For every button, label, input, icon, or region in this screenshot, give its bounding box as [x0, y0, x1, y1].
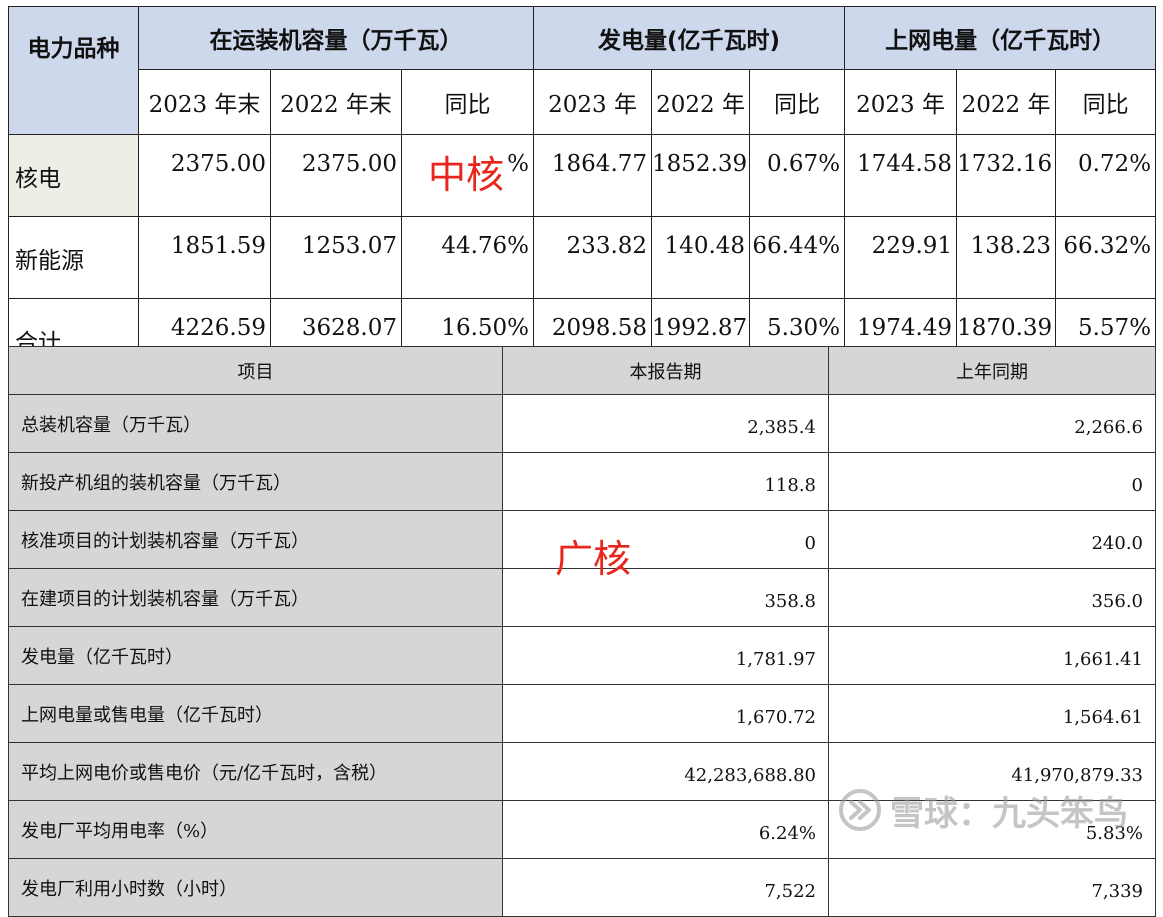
row-label: 发电量（亿千瓦时） — [8, 626, 503, 685]
table-row: 核电 2375.00 2375.00 % 1864.77 1852.39 0.6… — [8, 134, 1157, 217]
current-value: 7,522 — [502, 858, 829, 917]
subheader: 2022 年 — [956, 69, 1057, 135]
row-label: 新能源 — [8, 216, 139, 299]
table-row: 在建项目的计划装机容量（万千瓦） 358.8 356.0 — [8, 568, 1156, 627]
prior-value: 356.0 — [828, 568, 1156, 627]
cell: 1744.58 — [844, 134, 958, 217]
annotation-cnnp: 中核 — [428, 153, 505, 197]
cell: 229.91 — [844, 216, 958, 299]
subheader: 同比 — [749, 69, 846, 135]
table-row: 新投产机组的装机容量（万千瓦） 118.8 0 — [8, 452, 1156, 511]
cell: 138.23 — [956, 216, 1057, 299]
cell: 1732.16 — [956, 134, 1057, 217]
cell: 1852.39 — [651, 134, 751, 217]
watermark-text: 雪球：九头笨鸟 — [890, 793, 1128, 834]
annotation-cgn: 广核 — [555, 537, 632, 581]
cell: 0.67% — [749, 134, 846, 217]
cell: 233.82 — [533, 216, 653, 299]
cell: 1253.07 — [270, 216, 402, 299]
prior-value: 240.0 — [828, 510, 1156, 569]
row-label: 发电厂利用小时数（小时） — [8, 858, 503, 917]
subheader: 2023 年末 — [138, 69, 271, 135]
cell: 2375.00 — [270, 134, 402, 217]
watermark: 雪球：九头笨鸟 — [838, 786, 1128, 834]
table-row: 新能源 1851.59 1253.07 44.76% 233.82 140.48… — [8, 216, 1157, 299]
prior-value: 41,970,879.33 — [828, 742, 1156, 801]
row-label: 新投产机组的装机容量（万千瓦） — [8, 452, 503, 511]
row-label: 总装机容量（万千瓦） — [8, 394, 503, 453]
cell: 1851.59 — [138, 216, 271, 299]
cell: 66.44% — [749, 216, 846, 299]
cell: % — [400, 134, 535, 217]
column-header-current: 本报告期 — [502, 346, 829, 395]
table-row: 发电量（亿千瓦时） 1,781.97 1,661.41 — [8, 626, 1156, 685]
group-header-generation: 发电量(亿千瓦时) — [533, 6, 846, 70]
cell: 66.32% — [1055, 216, 1157, 299]
current-value: 1,670.72 — [502, 684, 829, 743]
snowball-logo-icon — [839, 789, 881, 831]
current-value: 2,385.4 — [502, 394, 829, 453]
current-value: 6.24% — [502, 800, 829, 859]
table-row: 核准项目的计划装机容量（万千瓦） 0 240.0 — [8, 510, 1156, 569]
subheader: 2023 年 — [533, 69, 653, 135]
cell: 44.76% — [400, 216, 535, 299]
cell: 140.48 — [651, 216, 751, 299]
column-header-item: 项目 — [8, 346, 503, 395]
group-header-grid: 上网电量（亿千瓦时） — [844, 6, 1157, 70]
power-type-table: 电力品种 在运装机容量（万千瓦） 发电量(亿千瓦时) 上网电量（亿千瓦时） 20… — [8, 6, 1157, 381]
table-row: 上网电量或售电量（亿千瓦时） 1,670.72 1,564.61 — [8, 684, 1156, 743]
cell: 0.72% — [1055, 134, 1157, 217]
current-value: 0 — [502, 510, 829, 569]
cell: 2375.00 — [138, 134, 271, 217]
row-label: 在建项目的计划装机容量（万千瓦） — [8, 568, 503, 627]
current-value: 1,781.97 — [502, 626, 829, 685]
subheader: 2023 年 — [844, 69, 958, 135]
corner-header: 电力品种 — [8, 6, 139, 135]
table-row: 发电厂利用小时数（小时） 7,522 7,339 — [8, 858, 1156, 917]
row-label: 核准项目的计划装机容量（万千瓦） — [8, 510, 503, 569]
current-value: 42,283,688.80 — [502, 742, 829, 801]
row-label: 上网电量或售电量（亿千瓦时） — [8, 684, 503, 743]
subheader: 2022 年末 — [270, 69, 402, 135]
table-row: 总装机容量（万千瓦） 2,385.4 2,266.6 — [8, 394, 1156, 453]
subheader: 同比 — [1055, 69, 1157, 135]
row-label: 平均上网电价或售电价（元/亿千瓦时，含税） — [8, 742, 503, 801]
cell: 1864.77 — [533, 134, 653, 217]
row-label: 核电 — [8, 134, 139, 217]
subheader: 2022 年 — [651, 69, 751, 135]
row-label: 发电厂平均用电率（%） — [8, 800, 503, 859]
prior-value: 7,339 — [828, 858, 1156, 917]
current-value: 358.8 — [502, 568, 829, 627]
subheader: 同比 — [400, 69, 535, 135]
current-value: 118.8 — [502, 452, 829, 511]
group-header-capacity: 在运装机容量（万千瓦） — [137, 6, 535, 70]
prior-value: 2,266.6 — [828, 394, 1156, 453]
table-row: 平均上网电价或售电价（元/亿千瓦时，含税） 42,283,688.80 41,9… — [8, 742, 1156, 801]
prior-value: 1,661.41 — [828, 626, 1156, 685]
prior-value: 0 — [828, 452, 1156, 511]
prior-value: 1,564.61 — [828, 684, 1156, 743]
column-header-prior: 上年同期 — [828, 346, 1156, 395]
